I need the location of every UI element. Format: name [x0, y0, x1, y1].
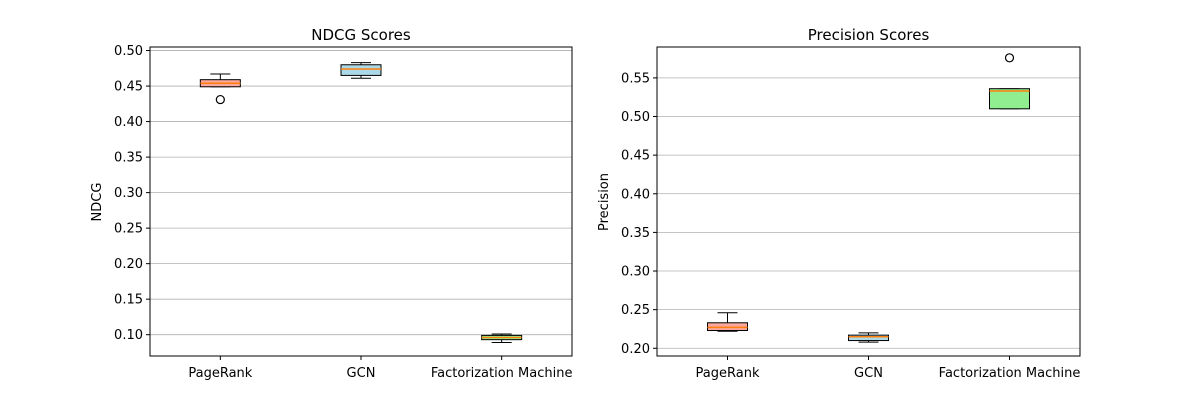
x-tick-label: Factorization Machine [939, 366, 1081, 381]
y-tick-label: 0.25 [621, 303, 650, 318]
y-tick-label: 0.40 [621, 187, 650, 202]
box-body [340, 64, 382, 76]
outlier-point [215, 94, 225, 105]
box-0 [707, 312, 748, 332]
y-tick-label: 0.50 [621, 110, 650, 125]
box-body [989, 88, 1030, 110]
box-body [707, 322, 748, 332]
y-tick-label: 0.20 [114, 257, 143, 272]
box-body [848, 334, 889, 342]
box-2 [481, 333, 523, 344]
y-tick-label: 0.45 [621, 149, 650, 164]
y-tick-label: 0.10 [114, 328, 143, 343]
chart-title: Precision Scores [808, 26, 930, 44]
chart-title: NDCG Scores [311, 26, 411, 44]
box-1 [848, 332, 889, 343]
x-tick-label: PageRank [188, 366, 252, 381]
x-tick-label: PageRank [696, 366, 760, 381]
x-tick-label: GCN [347, 366, 376, 381]
outlier-point [1004, 53, 1015, 63]
x-tick-label: Factorization Machine [431, 366, 573, 381]
box-1 [340, 62, 382, 79]
y-tick-label: 0.30 [621, 265, 650, 280]
y-tick-label: 0.15 [114, 293, 143, 308]
y-tick-label: 0.35 [621, 226, 650, 241]
y-tick-label: 0.30 [114, 186, 143, 201]
y-tick-label: 0.35 [114, 151, 143, 166]
y-axis-label: Precision [597, 173, 612, 231]
box-0 [199, 73, 241, 105]
precision-chart: Precision Scores Precision 0.20 0.25 0.30 0… [597, 26, 1081, 381]
y-axis-label: NDCG [90, 183, 105, 222]
y-tick-label: 0.25 [114, 222, 143, 237]
ndcg-chart: NDCG Scores NDCG 0.10 0.15 0.20 0.25 0.30 0.3… [90, 26, 573, 381]
y-tick-label: 0.55 [621, 71, 650, 86]
y-tick-label: 0.50 [114, 44, 143, 59]
x-tick-label: GCN [854, 366, 883, 381]
box-2 [989, 53, 1030, 110]
y-tick-label: 0.45 [114, 80, 143, 95]
y-tick-label: 0.20 [621, 342, 650, 357]
y-tick-label: 0.40 [114, 115, 143, 130]
plot-frame [149, 46, 573, 357]
